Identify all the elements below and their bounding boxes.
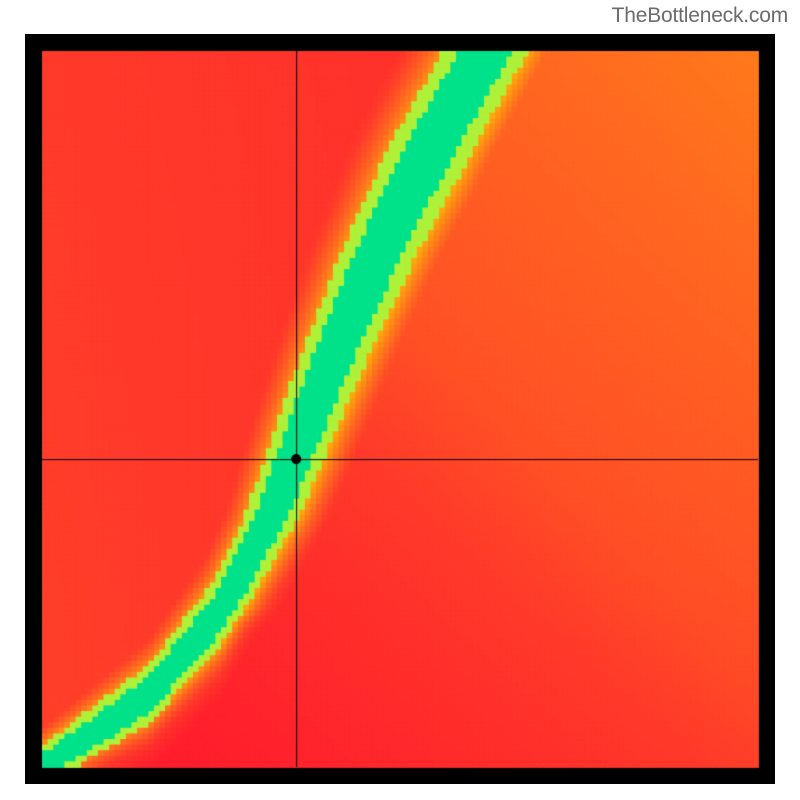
watermark-text: TheBottleneck.com [612, 4, 788, 28]
heatmap-canvas [25, 34, 775, 784]
chart-frame [25, 34, 775, 784]
chart-container: TheBottleneck.com [0, 0, 800, 800]
